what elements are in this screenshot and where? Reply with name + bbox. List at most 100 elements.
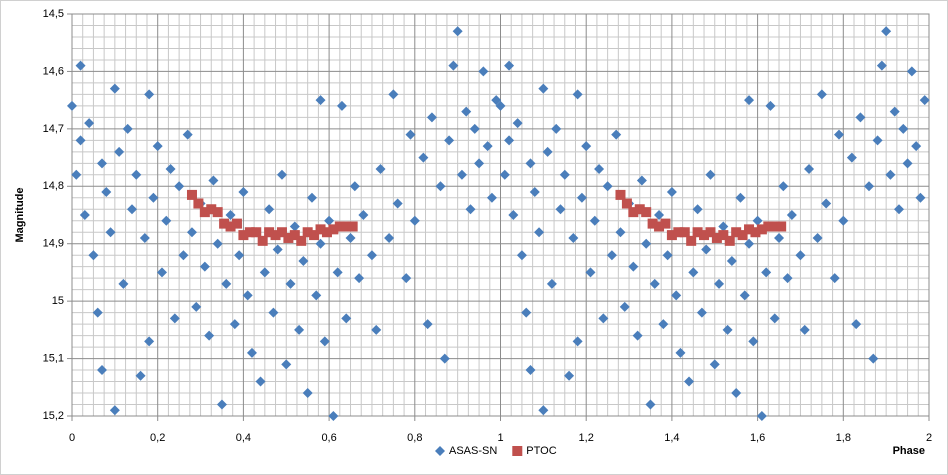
point: [769, 313, 780, 324]
point: [148, 192, 159, 203]
point: [354, 273, 365, 284]
point: [178, 250, 189, 261]
point: [786, 210, 797, 220]
point: [105, 227, 116, 238]
point: [257, 235, 268, 246]
point: [919, 95, 930, 106]
plot-border: [71, 13, 930, 417]
point: [216, 399, 227, 410]
point: [298, 255, 309, 266]
point: [242, 290, 253, 301]
point: [761, 267, 772, 278]
point: [296, 235, 307, 246]
point: [735, 192, 746, 203]
point: [96, 158, 107, 169]
point: [776, 221, 787, 232]
point: [675, 347, 686, 358]
point: [144, 336, 155, 347]
point: [851, 319, 862, 330]
point: [632, 330, 643, 341]
point: [315, 95, 326, 106]
point: [636, 175, 647, 186]
point: [452, 26, 463, 37]
point: [281, 359, 292, 370]
point: [701, 244, 712, 255]
point: [666, 187, 677, 198]
point: [294, 324, 305, 335]
point: [199, 207, 210, 218]
x-axis-label: Phase: [893, 445, 925, 457]
point: [71, 169, 82, 180]
point: [229, 319, 240, 330]
point: [673, 227, 684, 238]
point: [722, 324, 733, 335]
point: [816, 89, 827, 100]
point: [647, 218, 658, 229]
legend-label: PTOC: [526, 445, 556, 457]
point: [221, 278, 232, 289]
point: [283, 232, 294, 243]
point: [324, 215, 335, 226]
point: [846, 152, 857, 163]
y-tick-label: 14,6: [43, 65, 64, 77]
point: [748, 336, 759, 347]
point: [156, 267, 167, 278]
point: [474, 158, 485, 169]
point: [315, 224, 326, 235]
point: [67, 100, 77, 111]
point: [679, 227, 690, 238]
point: [606, 250, 617, 261]
point: [366, 250, 377, 261]
point: [568, 232, 579, 243]
point: [478, 66, 489, 77]
point: [251, 227, 262, 238]
point: [486, 192, 497, 203]
point: [692, 204, 703, 215]
point: [302, 388, 313, 399]
point: [392, 198, 403, 209]
y-tick-label: 14,5: [43, 8, 64, 20]
point: [426, 112, 437, 123]
point: [152, 141, 163, 152]
x-tick-label: 2: [926, 432, 932, 444]
point: [231, 218, 242, 229]
point: [611, 129, 622, 140]
point: [144, 89, 155, 100]
point: [666, 230, 677, 241]
point: [384, 232, 395, 243]
point: [444, 135, 455, 146]
point: [756, 224, 767, 235]
point: [315, 238, 326, 249]
point: [737, 230, 748, 241]
legend-marker: [512, 446, 523, 456]
point: [238, 187, 249, 198]
point: [114, 146, 125, 157]
point: [139, 232, 150, 243]
point: [829, 273, 840, 284]
point: [756, 411, 767, 421]
x-tick-label: 1,4: [664, 432, 679, 444]
point: [774, 232, 785, 243]
point: [799, 324, 810, 335]
point: [915, 192, 926, 203]
point: [576, 192, 587, 203]
point: [319, 336, 330, 347]
point: [169, 313, 180, 324]
point: [654, 210, 665, 220]
point: [448, 60, 459, 71]
point: [538, 405, 549, 416]
point: [559, 169, 570, 180]
point: [564, 370, 575, 381]
point: [482, 141, 493, 152]
point: [206, 204, 217, 215]
point: [718, 230, 729, 241]
point: [122, 123, 133, 134]
point: [345, 232, 356, 243]
y-tick-label: 14,9: [43, 238, 64, 250]
point: [654, 221, 665, 232]
point: [289, 230, 300, 241]
point: [268, 307, 279, 318]
point: [405, 129, 416, 140]
point: [658, 319, 669, 330]
